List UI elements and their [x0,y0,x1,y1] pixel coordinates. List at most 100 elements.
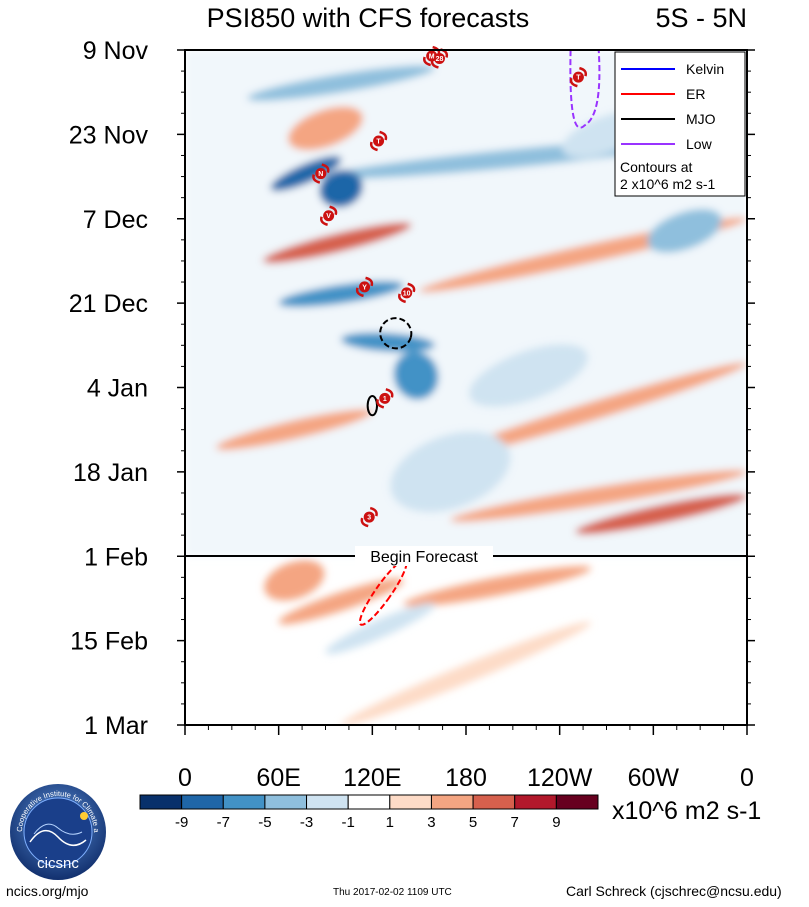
anomaly-band [403,566,591,607]
y-axis: 9 Nov 23 Nov 7 Dec 21 Dec 4 Jan 18 Jan 1 Feb 15… [69,37,755,740]
storm-marker: 28 [430,48,449,69]
storm-label: M [429,54,435,61]
y-tick-label: 1 Mar [84,712,148,740]
anomaly-band [263,222,412,263]
colorbar-swatch [347,794,391,810]
colorbar-swatch [306,794,349,810]
colorbar: -9 -7 -5 -3 -1 1 3 5 7 9 [139,794,599,831]
storm-label: V [326,213,331,220]
storm-marker: T [369,130,388,152]
colorbar-swatch [472,794,516,810]
anomaly-patch [319,170,363,208]
legend-label: MJO [686,111,716,127]
y-tick-label: 18 Jan [73,459,148,487]
contour-note-line2: 2 x10^6 m2 s-1 [620,176,715,192]
colorbar-swatch [514,794,557,810]
anomaly-patch [288,106,363,150]
storm-dot [359,281,371,293]
y-tick-label: 9 Nov [83,37,149,65]
storm-spiral [569,66,588,88]
anomaly-band [434,362,747,461]
chart-region: 5S - 5N [655,3,747,33]
storm-label: Y [362,284,367,291]
storm-marker: T [569,66,588,88]
storm-dot [379,392,391,404]
mjo-contour [366,394,379,417]
y-tick-label: 21 Dec [69,290,148,318]
cicsnc-logo: Cooperative Institute for Climate and Sa… [8,782,106,880]
storm-marker: N [312,163,330,184]
colorbar-swatch [181,794,224,810]
storm-dot [323,210,335,222]
storm-spiral [312,163,330,184]
forecast-label-bg [355,546,493,566]
anomaly-patch [264,560,325,601]
storm-label: 28 [436,56,444,63]
anomaly-band [278,578,404,625]
colorbar-label: -9 [175,814,188,831]
storm-label: 10 [403,290,411,297]
storm-spiral [360,506,378,528]
colorbar-label: -1 [342,814,355,831]
anomaly-band [325,603,435,655]
forecast-label: Begin Forecast [370,549,478,566]
x-tick-label: 60E [256,764,300,792]
x-tick-label: 180 [445,764,487,792]
legend-label: Kelvin [686,61,724,77]
anomaly-band [341,621,591,725]
footer-url: ncics.org/mjo [6,883,89,899]
colorbar-label: 3 [427,814,435,831]
colorbar-label: 1 [386,814,394,831]
y-tick-label: 23 Nov [69,121,149,149]
colorbar-label: -7 [217,814,230,831]
x-tick-label: 0 [740,764,754,792]
chart-title: PSI850 with CFS forecasts [207,3,530,33]
storm-spiral [398,282,416,304]
anomaly-patch [393,351,439,400]
colorbar-label: 9 [552,814,560,831]
storm-spiral [319,205,338,226]
storm-spiral [355,276,374,298]
storm-dot [363,511,375,523]
anomaly-band [278,281,404,307]
storm-dot [401,287,413,299]
colorbar-label: -3 [300,814,313,831]
x-tick-label: 120E [343,764,401,792]
colorbar-label: 5 [469,814,477,831]
contour-note-line1: Contours at [620,159,692,175]
storm-label: T [376,139,381,146]
storm-dot [433,52,445,64]
x-tick-label: 0 [178,764,192,792]
colorbar-swatch [430,794,474,810]
anomaly-band [216,409,373,450]
legend-box [614,51,746,197]
y-tick-label: 7 Dec [83,206,148,234]
anomaly-band [247,65,435,101]
storm-label: 3 [367,515,371,522]
storm-spiral [376,388,394,409]
storm-label: 1 [383,396,387,403]
anomaly-band [450,470,747,522]
mjo-contour [379,317,413,350]
footer-author: Carl Schreck (cjschrec@ncsu.edu) [566,883,782,899]
legend: Kelvin ER MJO Low Contours at 2 x10^6 m2 s-… [614,51,746,197]
storm-marker: 3 [360,506,378,528]
storm-marker: Y [355,276,374,298]
storm-label: T [576,75,581,82]
storm-dot [572,71,584,83]
x-tick-label: 120W [527,764,593,792]
x-tick-label: 60W [628,764,680,792]
colorbar-swatch [264,794,308,810]
storm-marker: V [319,205,338,226]
storm-spiral [369,130,388,152]
footer-timestamp: Thu 2017-02-02 1109 UTC [333,887,452,898]
colorbar-label: -5 [258,814,271,831]
anomaly-patch [469,344,588,407]
legend-label: ER [686,86,705,102]
colorbar-swatch [222,794,266,810]
y-tick-label: 4 Jan [87,375,148,403]
colorbar-label: 7 [511,814,519,831]
wave-contours [358,50,601,626]
anomaly-band [575,493,747,535]
